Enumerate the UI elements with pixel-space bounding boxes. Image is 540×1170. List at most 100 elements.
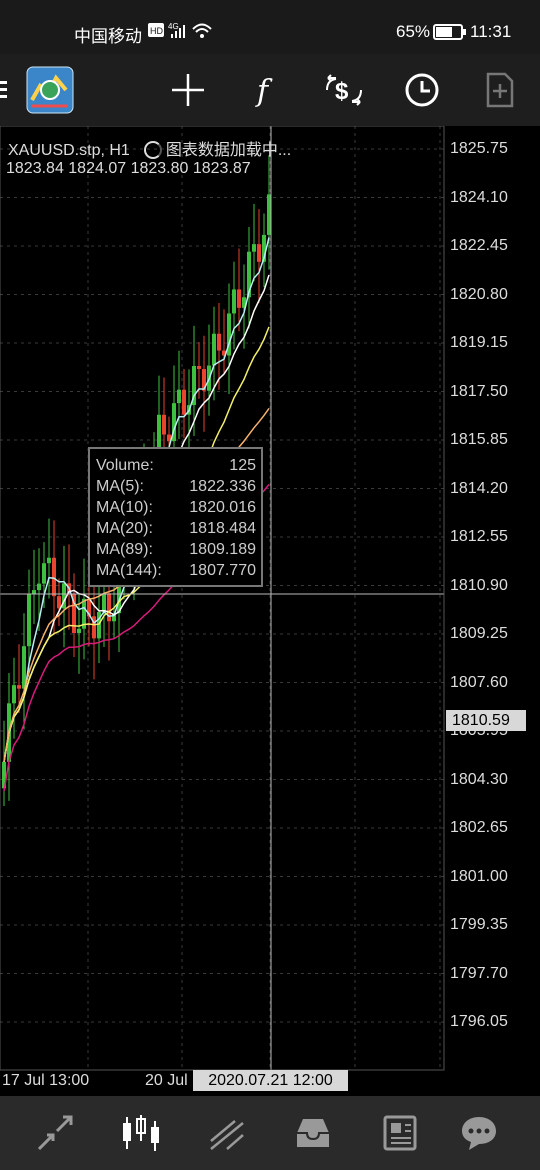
price-tick-label: 1797.70 bbox=[450, 964, 508, 982]
indicator-value: 1820.016 bbox=[189, 499, 256, 516]
chart-tab-icon[interactable] bbox=[106, 1096, 176, 1170]
candle-body bbox=[237, 289, 241, 308]
candle-body bbox=[182, 389, 186, 415]
signal-icon: HD 4G bbox=[148, 22, 212, 38]
candle-body bbox=[57, 596, 61, 609]
candle-body bbox=[12, 685, 16, 704]
indicator-value: 1822.336 bbox=[189, 478, 256, 495]
price-tick-label: 1820.80 bbox=[450, 285, 508, 303]
svg-text:HD: HD bbox=[150, 26, 163, 36]
new-chart-icon[interactable] bbox=[470, 54, 530, 126]
loading-text: 图表数据加载中... bbox=[165, 142, 292, 159]
price-tick-label: 1804.30 bbox=[450, 770, 508, 788]
candle-body bbox=[172, 403, 176, 442]
menu-icon[interactable] bbox=[0, 54, 18, 126]
candle-body bbox=[222, 350, 226, 356]
price-chart[interactable]: XAUUSD.stp, H1 图表数据加载中... 1823.84 1824.07… bbox=[0, 126, 540, 1096]
candle-body bbox=[267, 194, 271, 235]
price-tick-label: 1809.25 bbox=[450, 625, 508, 642]
candle-body bbox=[197, 366, 201, 370]
candle-body bbox=[157, 414, 161, 454]
candle-body bbox=[52, 557, 56, 597]
indicator-label: MA(5): bbox=[96, 478, 144, 495]
battery-icon bbox=[433, 24, 463, 40]
clock: 11:31 bbox=[470, 22, 512, 41]
candle-body bbox=[47, 557, 51, 564]
svg-text:$: $ bbox=[335, 78, 349, 105]
indicator-data-window: Volume: 125 MA(5): 1822.336 MA(10): 1820.016 M… bbox=[88, 447, 263, 587]
ohlc-values: 1823.84 1824.07 1823.80 1823.87 bbox=[6, 160, 251, 177]
messages-icon[interactable] bbox=[444, 1096, 514, 1170]
price-tick-label: 1817.50 bbox=[450, 382, 508, 400]
history-inbox-icon[interactable] bbox=[278, 1096, 348, 1170]
indicator-label: MA(144): bbox=[96, 562, 162, 579]
indicator-value: 1809.189 bbox=[189, 541, 256, 558]
indicator-value: 1807.770 bbox=[189, 562, 256, 579]
candle-body bbox=[107, 593, 111, 622]
price-tick-label: 1801.00 bbox=[450, 867, 508, 885]
candle-body bbox=[102, 593, 106, 612]
price-tick-label: 1815.85 bbox=[450, 431, 508, 448]
indicator-row: MA(10): 1820.016 bbox=[96, 497, 261, 518]
indicators-icon[interactable]: f bbox=[236, 54, 296, 126]
indicator-value: 125 bbox=[229, 457, 256, 474]
candle-body bbox=[87, 598, 91, 617]
candle-body bbox=[232, 289, 236, 314]
candle-body bbox=[242, 297, 246, 308]
price-tick-label: 1814.20 bbox=[450, 479, 508, 497]
trade-tab-icon[interactable] bbox=[192, 1096, 262, 1170]
quotes-icon[interactable] bbox=[20, 1096, 90, 1170]
candle-body bbox=[202, 369, 206, 391]
candle-body bbox=[247, 251, 251, 298]
candle-body bbox=[117, 563, 121, 614]
price-tick-label: 1807.60 bbox=[450, 673, 508, 691]
crosshair-icon[interactable] bbox=[158, 54, 218, 126]
candle-body bbox=[27, 593, 31, 647]
svg-text:f: f bbox=[255, 74, 273, 107]
news-icon[interactable] bbox=[364, 1096, 434, 1170]
history-clock-icon[interactable] bbox=[392, 54, 452, 126]
crosshair-time-label: 2020.07.21 12:00 bbox=[193, 1070, 348, 1091]
candle-body bbox=[167, 434, 171, 442]
indicator-label: MA(89): bbox=[96, 541, 153, 558]
price-tick-label: 1822.45 bbox=[450, 237, 508, 254]
moving-average-line bbox=[3, 326, 270, 763]
price-tick-label: 1799.35 bbox=[450, 916, 508, 933]
chart-toolbar: f $ bbox=[0, 54, 540, 126]
price-tick-label: 1825.75 bbox=[450, 140, 508, 157]
candle-body bbox=[262, 234, 266, 262]
candle-body bbox=[227, 313, 231, 356]
indicator-label: Volume: bbox=[96, 457, 154, 474]
candle-body bbox=[217, 333, 221, 351]
indicator-value: 1818.484 bbox=[189, 520, 256, 537]
indicator-row: MA(89): 1809.189 bbox=[96, 539, 261, 560]
price-tick-label: 1796.05 bbox=[450, 1013, 508, 1030]
indicator-row: MA(5): 1822.336 bbox=[96, 476, 261, 497]
price-tick-label: 1824.10 bbox=[450, 188, 508, 206]
bottom-navigation bbox=[0, 1096, 540, 1170]
time-label-1: 17 Jul 13:00 bbox=[2, 1072, 90, 1089]
candle-body bbox=[22, 646, 26, 689]
candle-body bbox=[42, 563, 46, 584]
crosshair-price-label: 1810.59 bbox=[446, 710, 526, 731]
app-logo-icon[interactable] bbox=[20, 54, 80, 126]
trade-icon[interactable]: $ bbox=[314, 54, 374, 126]
loading-spinner-icon bbox=[143, 141, 162, 159]
candle-body bbox=[92, 616, 96, 639]
candle-body bbox=[212, 333, 216, 366]
status-bar: 中国移动 HD 4G 65% 11:31 bbox=[0, 0, 540, 54]
candle-body bbox=[82, 598, 86, 629]
price-tick-label: 1812.55 bbox=[450, 528, 508, 545]
indicator-row: MA(144): 1807.770 bbox=[96, 560, 261, 581]
candle-body bbox=[77, 628, 81, 633]
candle-body bbox=[162, 414, 166, 435]
candle-body bbox=[2, 761, 6, 789]
candle-body bbox=[252, 244, 256, 252]
carrier-name: 中国移动 bbox=[74, 27, 142, 47]
time-label-2: 20 Jul bbox=[145, 1072, 188, 1089]
price-tick-label: 1810.90 bbox=[450, 576, 508, 594]
chart-canvas[interactable] bbox=[0, 126, 540, 1096]
candle-body bbox=[257, 244, 261, 262]
svg-text:4G: 4G bbox=[168, 22, 179, 31]
candle-body bbox=[37, 583, 41, 591]
